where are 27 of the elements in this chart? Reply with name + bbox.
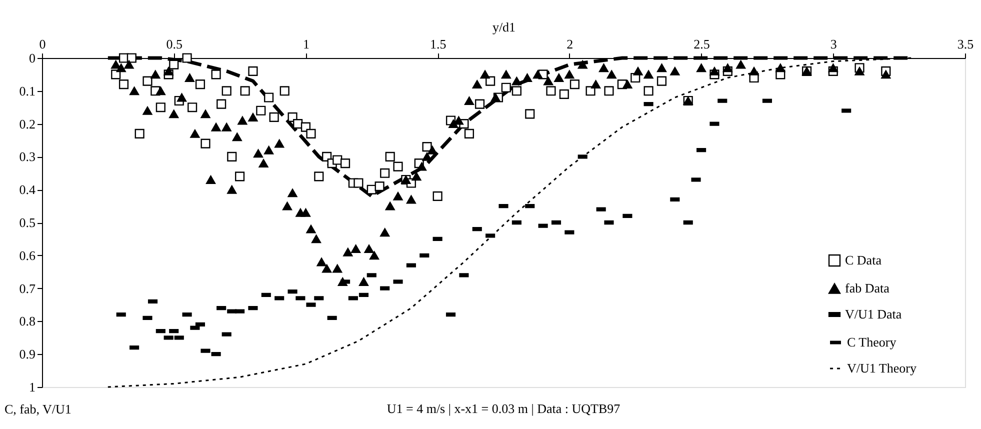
- y-axis-title: C, fab, V/U1: [4, 402, 72, 416]
- x-tick-label: 0: [39, 36, 46, 52]
- y-tick-label: 0.3: [19, 149, 36, 164]
- y-tick-label: 0.9: [19, 346, 36, 362]
- x-tick-label: 3.5: [957, 36, 974, 52]
- y-tick-label: 0.7: [19, 280, 36, 296]
- x-tick-label: 1.5: [430, 36, 446, 52]
- x-axis-title: y/d1: [492, 20, 516, 34]
- x-tick-label: 2.5: [694, 36, 710, 52]
- text: U1 = 4 m/s | x-x1 = 0.03 m | Data : UQTB97: [386, 401, 621, 416]
- legend-label: V/U1 Data: [845, 306, 902, 322]
- legend-label: C Data: [845, 252, 882, 268]
- y-tick-label: 0.8: [19, 314, 36, 329]
- legend-label: C Theory: [847, 334, 897, 350]
- y-tick-label: 0.6: [19, 248, 36, 263]
- y-tick-label: 0.1: [19, 83, 36, 98]
- x-tick-label: 1: [302, 36, 310, 52]
- y-tick-label: 0.5: [19, 215, 36, 230]
- y-tick-label: 0.4: [19, 182, 36, 198]
- y-tick-label: 1: [29, 380, 36, 394]
- x-tick-label: 2: [566, 36, 574, 52]
- y-tick-label: 0.2: [19, 116, 36, 132]
- legend-label: fab Data: [845, 280, 890, 296]
- x-tick-label: 0.5: [166, 36, 182, 52]
- x-tick-label: 3: [830, 36, 837, 52]
- y-tick-label: 0: [29, 50, 36, 66]
- legend-label: V/U1 Theory: [847, 360, 917, 376]
